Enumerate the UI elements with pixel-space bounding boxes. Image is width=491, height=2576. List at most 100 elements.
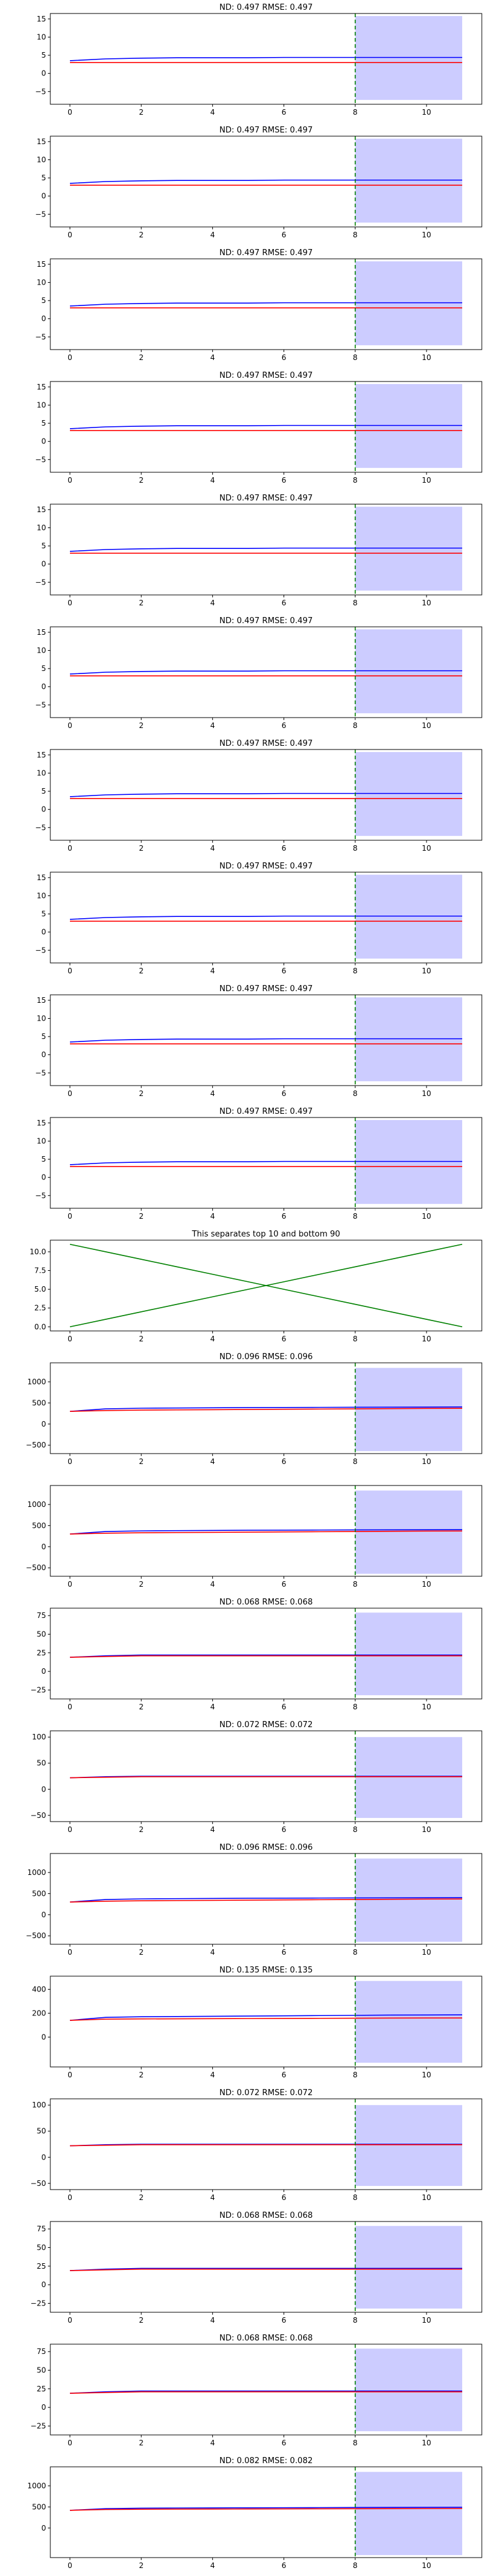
x-tick-label: 10 [422,2316,431,2325]
y-tick-label: −5 [35,210,46,218]
x-tick-label: 0 [68,1825,72,1834]
x-tick-label: 4 [211,599,215,607]
x-tick-label: 10 [422,231,431,239]
prediction-interval [355,507,463,591]
x-tick-label: 6 [282,1703,287,1711]
x-tick-label: 2 [139,599,144,607]
x-tick-label: 4 [211,1580,215,1589]
x-tick-label: 6 [282,967,287,975]
subplot-title: ND: 0.082 RMSE: 0.082 [219,2456,312,2466]
y-tick-label: 75 [37,2225,46,2233]
y-tick-label: −5 [35,87,46,96]
x-tick-label: 8 [353,2193,358,2202]
x-tick-label: 8 [353,967,358,975]
x-tick-label: 4 [211,2071,215,2079]
x-tick-label: 8 [353,1580,358,1589]
y-tick-label: 25 [37,2262,46,2271]
y-tick-label: 0.0 [34,1322,46,1331]
y-tick-label: 0 [41,2403,46,2412]
x-tick-label: 0 [68,353,72,362]
prediction-interval [355,875,463,959]
x-tick-label: 6 [282,108,287,117]
subplot-title: This separates top 10 and bottom 90 [191,1230,340,1239]
y-tick-label: 50 [37,2243,46,2252]
axes-frame [50,1730,482,1822]
axes-frame [50,2221,482,2313]
subplot-10: ND: 0.497 RMSE: 0.497 0 2 4 6 8 10 −5 0 5 10 15 [35,1107,482,1221]
x-tick-label: 4 [211,231,215,239]
y-tick-label: 10 [37,401,46,409]
x-tick-label: 4 [211,2316,215,2325]
axes-frame [50,2344,482,2436]
y-tick-label: 5 [41,787,46,795]
y-tick-label: 0 [41,683,46,691]
x-tick-label: 6 [282,2439,287,2447]
x-tick-label: 6 [282,1335,287,1343]
y-tick-label: −5 [35,700,46,709]
prediction-interval [355,2472,463,2555]
y-tick-label: 75 [37,2347,46,2356]
axes-frame [50,504,482,596]
y-tick-label: 0 [41,1543,46,1551]
x-tick-label: 0 [68,231,72,239]
series-target-line [69,2267,463,2271]
y-tick-label: 0 [41,2280,46,2289]
x-tick-label: 0 [68,844,72,853]
series-target-line [69,179,463,184]
subplot-6: ND: 0.497 RMSE: 0.497 0 2 4 6 8 10 −5 0 5 10 15 [35,616,482,730]
series-target-line [69,792,463,797]
x-tick-label: 10 [422,353,431,362]
y-tick-label: −5 [35,823,46,832]
subplot-title: ND: 0.072 RMSE: 0.072 [219,2088,312,2098]
x-tick-label: 0 [68,1703,72,1711]
prediction-interval [355,1858,463,1942]
x-tick-label: 6 [282,2071,287,2079]
y-tick-label: 5 [41,51,46,59]
x-tick-label: 2 [139,1948,144,1957]
x-tick-label: 2 [139,1580,144,1589]
x-tick-label: 6 [282,2316,287,2325]
axes-frame [50,626,482,718]
x-tick-label: 8 [353,844,358,853]
series-target-line [69,2507,463,2511]
y-tick-label: 0 [41,315,46,323]
x-tick-label: 8 [353,1457,358,1466]
x-tick-label: 6 [282,1948,287,1957]
x-tick-label: 10 [422,2193,431,2202]
series-target-line [69,2390,463,2394]
x-tick-label: 8 [353,476,358,485]
series-target-line [69,1038,463,1043]
y-tick-label: 10 [37,278,46,286]
series-target-line [69,1406,463,1412]
y-tick-label: 0 [41,2524,46,2532]
x-tick-label: 6 [282,1457,287,1466]
x-tick-label: 2 [139,1212,144,1221]
y-tick-label: 75 [37,1611,46,1620]
x-tick-label: 4 [211,1089,215,1098]
axes-frame [50,1117,482,1209]
x-tick-label: 2 [139,1825,144,1834]
y-tick-label: 50 [37,1630,46,1638]
x-tick-label: 6 [282,1089,287,1098]
y-tick-label: 0 [41,1911,46,1919]
subplot-8: ND: 0.497 RMSE: 0.497 0 2 4 6 8 10 −5 0 5 10 15 [35,862,482,975]
y-tick-label: −25 [31,2299,46,2307]
y-tick-label: −50 [31,2179,46,2188]
prediction-interval [355,1612,463,1695]
y-tick-label: 10 [37,155,46,164]
axes-frame [50,2466,482,2558]
y-tick-label: 5.0 [34,1285,46,1294]
x-tick-label: 4 [211,2193,215,2202]
series-target-line [69,1897,463,1903]
series-target-line [69,1776,463,1779]
y-tick-label: 0 [41,1051,46,1059]
y-tick-label: 5 [41,910,46,918]
x-tick-label: 0 [68,2561,72,2570]
y-tick-label: −5 [35,1068,46,1077]
y-tick-label: 15 [37,260,46,269]
x-tick-label: 0 [68,1089,72,1098]
subplot-16: ND: 0.096 RMSE: 0.096 0 2 4 6 8 10 −500 0 500 1000 [26,1843,482,1957]
y-tick-label: 5 [41,664,46,673]
y-tick-label: −5 [35,455,46,464]
